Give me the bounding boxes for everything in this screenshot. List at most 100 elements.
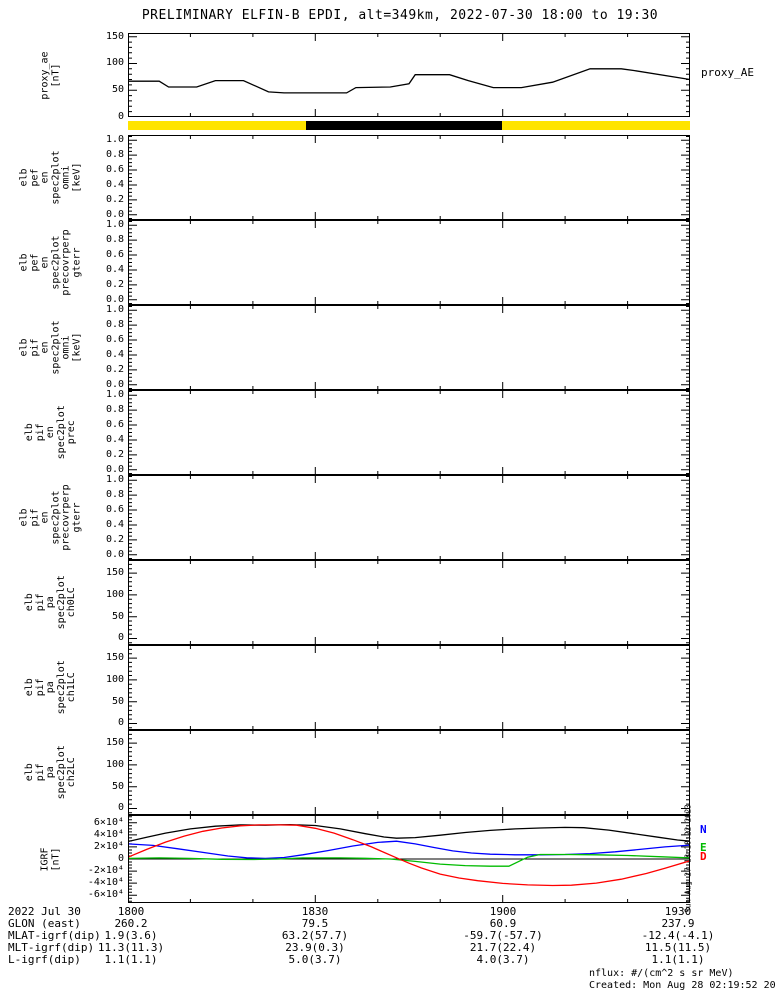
table-cell: 60.9 xyxy=(489,917,517,930)
table-cell: 11.5(11.5) xyxy=(644,941,712,954)
panel-label-text: elb pif pa spec2plot ch2LC xyxy=(23,745,77,800)
panel-pif-pa-ch2lc xyxy=(128,730,690,815)
y-tick-label: -4×10⁴ xyxy=(87,877,124,889)
y-tick-label: 0.2 xyxy=(105,193,124,205)
y-tick-label: 0.4 xyxy=(105,263,124,275)
table-cell: 79.5 xyxy=(301,917,329,930)
panel-pif-en-omni xyxy=(128,305,690,390)
y-tick-label: 0.8 xyxy=(105,489,124,501)
y-tick-label: 100 xyxy=(105,57,124,69)
table-cell: 4.0(3.7) xyxy=(476,953,530,966)
y-tick-label: 50 xyxy=(111,695,124,707)
y-tick-label: 150 xyxy=(105,30,124,42)
panel-pif-en-prec xyxy=(128,390,690,475)
y-tick-label: 50 xyxy=(111,780,124,792)
panel-proxy-ae xyxy=(128,33,690,117)
panel-pif-pa-ch1lc xyxy=(128,645,690,730)
y-tick-label: 1.0 xyxy=(105,134,124,146)
y-tick-label: 0 xyxy=(117,717,124,729)
y-tick-label: -6×10⁴ xyxy=(87,889,124,901)
y-tick-label: 1.0 xyxy=(105,219,124,231)
table-cell: 23.9(0.3) xyxy=(285,941,345,954)
y-tick-label: 0.6 xyxy=(105,504,124,516)
footer-nflux-units: nflux: #/(cm^2 s sr MeV) xyxy=(589,968,734,979)
panel-label-pif-pa-ch0lc: elb pif pa spec2plot ch0LC xyxy=(4,560,98,645)
y-tick-label: 0.4 xyxy=(105,433,124,445)
table-cell: 11.3(11.3) xyxy=(97,941,165,954)
table-cell: 5.0(3.7) xyxy=(288,953,342,966)
table-cell: 1900 xyxy=(489,905,517,918)
panel-label-pif-en-prec: elb pif en spec2plot prec xyxy=(4,390,98,475)
y-tick-label: 0.8 xyxy=(105,149,124,161)
y-tick-label: 50 xyxy=(111,84,124,96)
y-tick-label: 0.4 xyxy=(105,348,124,360)
table-cell: 237.9 xyxy=(661,917,695,930)
page-title: PRELIMINARY ELFIN-B EPDI, alt=349km, 202… xyxy=(141,8,659,23)
status-bar-segment xyxy=(128,121,306,130)
panel-label-text: proxy_ae [nT] xyxy=(39,50,61,100)
y-tick-label: 0.6 xyxy=(105,249,124,261)
panel-pif-pa-ch0lc xyxy=(128,560,690,645)
table-cell: 1800 xyxy=(117,905,145,918)
y-tick-label: 6×10⁴ xyxy=(93,816,124,828)
panel-pef-en-omni xyxy=(128,135,690,220)
y-tick-label: 0.0 xyxy=(105,548,124,560)
table-cell: -59.7(-57.7) xyxy=(463,929,543,942)
series-D xyxy=(128,824,690,887)
panel-igrf xyxy=(128,815,690,903)
panel-label-text: elb pef en spec2plot precovrperp gterr xyxy=(18,229,82,296)
y-tick-label: 0.8 xyxy=(105,319,124,331)
footer-created: Created: Mon Aug 28 02:19:52 2023 xyxy=(589,980,775,991)
y-tick-label: 0.2 xyxy=(105,278,124,290)
y-tick-label: 50 xyxy=(111,610,124,622)
table-row-label: L-igrf(dip) xyxy=(8,953,81,966)
y-tick-label: -2×10⁴ xyxy=(87,865,124,877)
panel-label-pif-pa-ch2lc: elb pif pa spec2plot ch2LC xyxy=(4,730,98,815)
panel-label-pef-en-precovrperp-gterr: elb pef en spec2plot precovrperp gterr xyxy=(4,220,98,305)
y-tick-label: 0.2 xyxy=(105,448,124,460)
y-tick-label: 0 xyxy=(117,853,124,864)
panel-label-text: elb pef en spec2plot omni [keV] xyxy=(18,150,83,205)
y-tick-label: 100 xyxy=(105,673,124,685)
y-tick-label: 0.0 xyxy=(105,293,124,305)
series-btotal xyxy=(128,823,690,843)
table-row-label: 2022 Jul 30 xyxy=(8,905,81,918)
panel-label-text: elb pif en spec2plot prec xyxy=(23,405,77,460)
y-tick-label: 150 xyxy=(105,737,124,749)
y-tick-label: 0.8 xyxy=(105,404,124,416)
panel-label-text: elb pif pa spec2plot ch0LC xyxy=(23,575,77,630)
panel-label-igrf: IGRF [nT] xyxy=(4,815,98,903)
table-cell: 260.2 xyxy=(114,917,148,930)
y-tick-label: 0.8 xyxy=(105,234,124,246)
table-cell: 21.7(22.4) xyxy=(469,941,537,954)
y-tick-label: 100 xyxy=(105,758,124,770)
panel-label-text: elb pif pa spec2plot ch1LC xyxy=(23,660,77,715)
y-tick-label: 150 xyxy=(105,652,124,664)
y-tick-label: 4×10⁴ xyxy=(93,828,124,840)
igrf-legend-N: N xyxy=(700,823,707,836)
y-tick-label: 0 xyxy=(117,111,124,122)
series-proxy_ae xyxy=(128,68,690,94)
panel-label-proxy-ae: proxy_ae [nT] xyxy=(4,33,98,117)
y-tick-label: 0.4 xyxy=(105,178,124,190)
y-tick-label: 0.0 xyxy=(105,463,124,475)
y-tick-label: 0 xyxy=(117,802,124,814)
y-tick-label: 100 xyxy=(105,588,124,600)
y-tick-label: 0.6 xyxy=(105,419,124,431)
table-row-label: MLT-igrf(dip) xyxy=(8,941,95,954)
y-tick-label: 1.0 xyxy=(105,474,124,486)
panel-label-pif-en-precovrperp-gterr: elb pif en spec2plot precovrperp gterr xyxy=(4,475,98,560)
table-cell: 1.1(1.1) xyxy=(104,953,158,966)
panel-label-pef-en-omni: elb pef en spec2plot omni [keV] xyxy=(4,135,98,220)
igrf-legend-D: D xyxy=(700,850,707,863)
y-tick-label: 1.0 xyxy=(105,389,124,401)
y-tick-label: 0 xyxy=(117,632,124,644)
table-cell: 1.1(1.1) xyxy=(651,953,705,966)
table-cell: 1.9(3.6) xyxy=(104,929,158,942)
panel-label-text: elb pif en spec2plot omni [keV] xyxy=(18,320,83,375)
series-N xyxy=(128,840,690,860)
status-bar-segment xyxy=(305,121,502,130)
y-tick-label: 150 xyxy=(105,567,124,579)
table-cell: -12.4(-4.1) xyxy=(641,929,715,942)
